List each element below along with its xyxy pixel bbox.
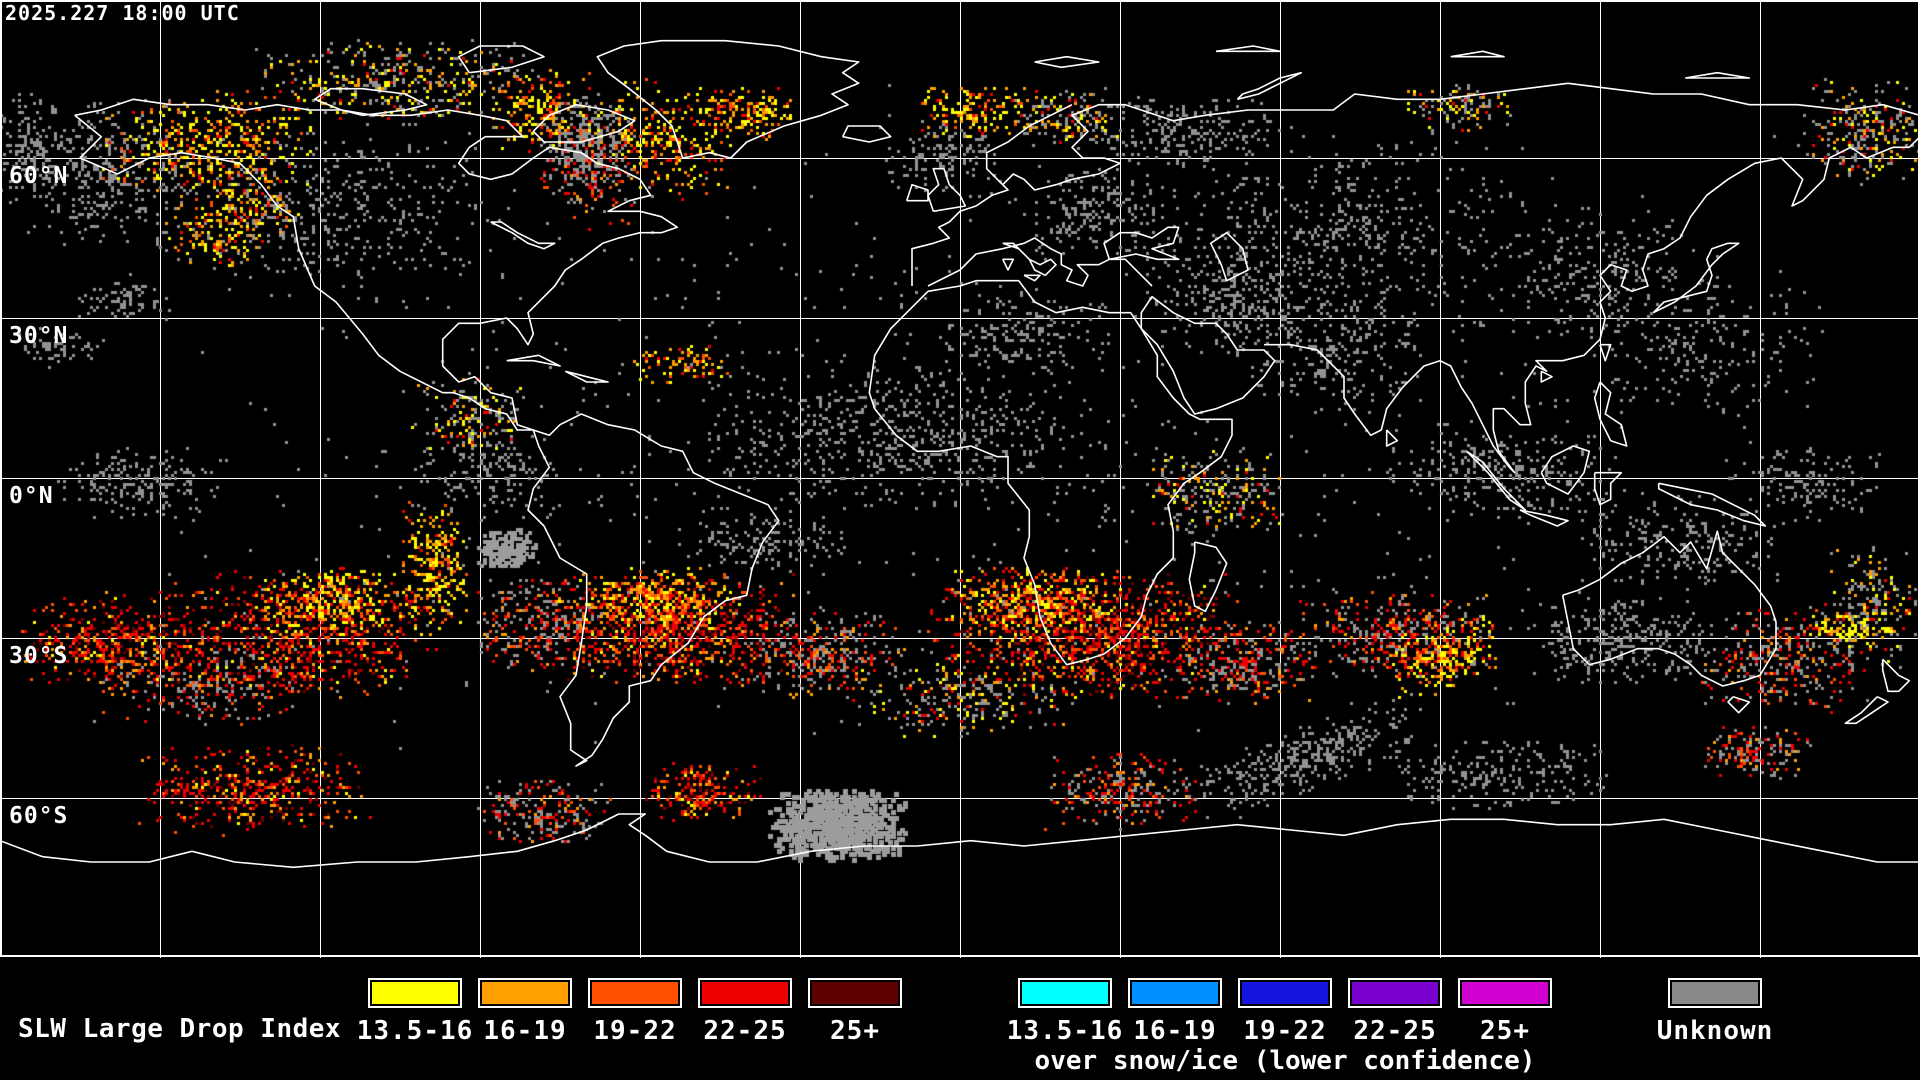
coastline — [1727, 695, 1751, 714]
legend-swatch-ocean-0 — [368, 978, 462, 1008]
legend-label-ocean-4: 25+ — [830, 1016, 880, 1046]
legend-label-ocean-3: 22-25 — [703, 1016, 787, 1046]
coastline — [596, 39, 860, 159]
coastline — [1540, 445, 1591, 495]
coastline — [564, 370, 609, 383]
data-speckle-layer — [0, 0, 1920, 958]
coastline — [527, 413, 780, 767]
latitude-label: 30°S — [9, 643, 69, 669]
coastline — [1657, 482, 1767, 527]
legend-label-snow-1: 16-19 — [1133, 1016, 1217, 1046]
legend-label-ocean-1: 16-19 — [483, 1016, 567, 1046]
legend: SLW Large Drop Index 13.5-16 16-19 19-22 22… — [0, 958, 1920, 1080]
coastline — [1001, 258, 1015, 271]
legend-swatch-snow-2 — [1238, 978, 1332, 1008]
map-frame — [0, 0, 1920, 957]
coastline — [927, 167, 967, 213]
legend-swatch-ocean-3 — [698, 978, 792, 1008]
coastline — [911, 82, 1920, 286]
legend-snow-note: over snow/ice (lower confidence) — [1034, 1046, 1536, 1076]
coastline — [1002, 242, 1057, 277]
coastline-layer — [0, 0, 1920, 957]
timestamp: 2025.227 18:00 UTC — [5, 1, 240, 25]
coastline — [1103, 226, 1180, 261]
coastline — [1652, 242, 1740, 314]
coastline — [313, 87, 428, 117]
coastline — [532, 103, 636, 143]
legend-label-ocean-0: 13.5-16 — [356, 1016, 474, 1046]
legend-swatch-snow-4 — [1458, 978, 1552, 1008]
legend-swatch-snow-1 — [1128, 978, 1222, 1008]
coastline — [1561, 530, 1777, 687]
coastline — [985, 103, 1073, 186]
legend-swatch-snow-3 — [1348, 978, 1442, 1008]
coastline — [490, 221, 556, 250]
coastline — [841, 125, 892, 143]
coastline — [1140, 295, 1276, 415]
coastline — [1599, 343, 1612, 362]
latitude-label: 60°S — [9, 803, 69, 829]
legend-label-snow-2: 19-22 — [1243, 1016, 1327, 1046]
legend-swatch-unknown — [1668, 978, 1762, 1008]
legend-label-snow-4: 25+ — [1480, 1016, 1530, 1046]
legend-swatch-ocean-4 — [808, 978, 902, 1008]
coastline — [1188, 541, 1228, 613]
legend-title: SLW Large Drop Index — [18, 1014, 342, 1044]
legend-swatch-ocean-1 — [478, 978, 572, 1008]
coastline — [1685, 71, 1751, 79]
latitude-label: 60°N — [9, 163, 69, 189]
coastline — [1881, 658, 1911, 693]
legend-swatch-snow-0 — [1018, 978, 1112, 1008]
coastline — [905, 183, 929, 202]
coastline — [1450, 50, 1505, 58]
coastline — [1844, 695, 1889, 725]
coastline — [1264, 136, 1920, 474]
coastline — [1593, 471, 1623, 506]
coastline — [457, 45, 545, 74]
latitude-label: 0°N — [9, 483, 54, 509]
coastline — [1519, 509, 1569, 527]
coastline — [1540, 370, 1553, 383]
legend-label-ocean-2: 19-22 — [593, 1016, 677, 1046]
coastline — [1023, 274, 1041, 282]
coastline — [1034, 55, 1100, 69]
coastline — [1209, 231, 1249, 282]
latitude-label: 30°N — [9, 323, 69, 349]
coastline — [927, 237, 1153, 287]
coastline — [506, 354, 561, 367]
coastline — [1466, 450, 1527, 511]
coastline — [74, 98, 679, 431]
legend-label-snow-3: 22-25 — [1353, 1016, 1437, 1046]
legend-label-snow-0: 13.5-16 — [1006, 1016, 1124, 1046]
legend-swatch-ocean-2 — [588, 978, 682, 1008]
coastline — [1593, 381, 1628, 447]
world-map: 2025.227 18:00 UTC 60°N 30°N 0°N 30°S 60°S — [0, 0, 1920, 958]
coastline — [1385, 429, 1399, 447]
coastline — [0, 813, 1920, 869]
coastline — [1236, 71, 1303, 101]
coastline — [868, 279, 1233, 666]
coastline — [1215, 45, 1281, 53]
legend-label-unknown: Unknown — [1656, 1016, 1774, 1046]
